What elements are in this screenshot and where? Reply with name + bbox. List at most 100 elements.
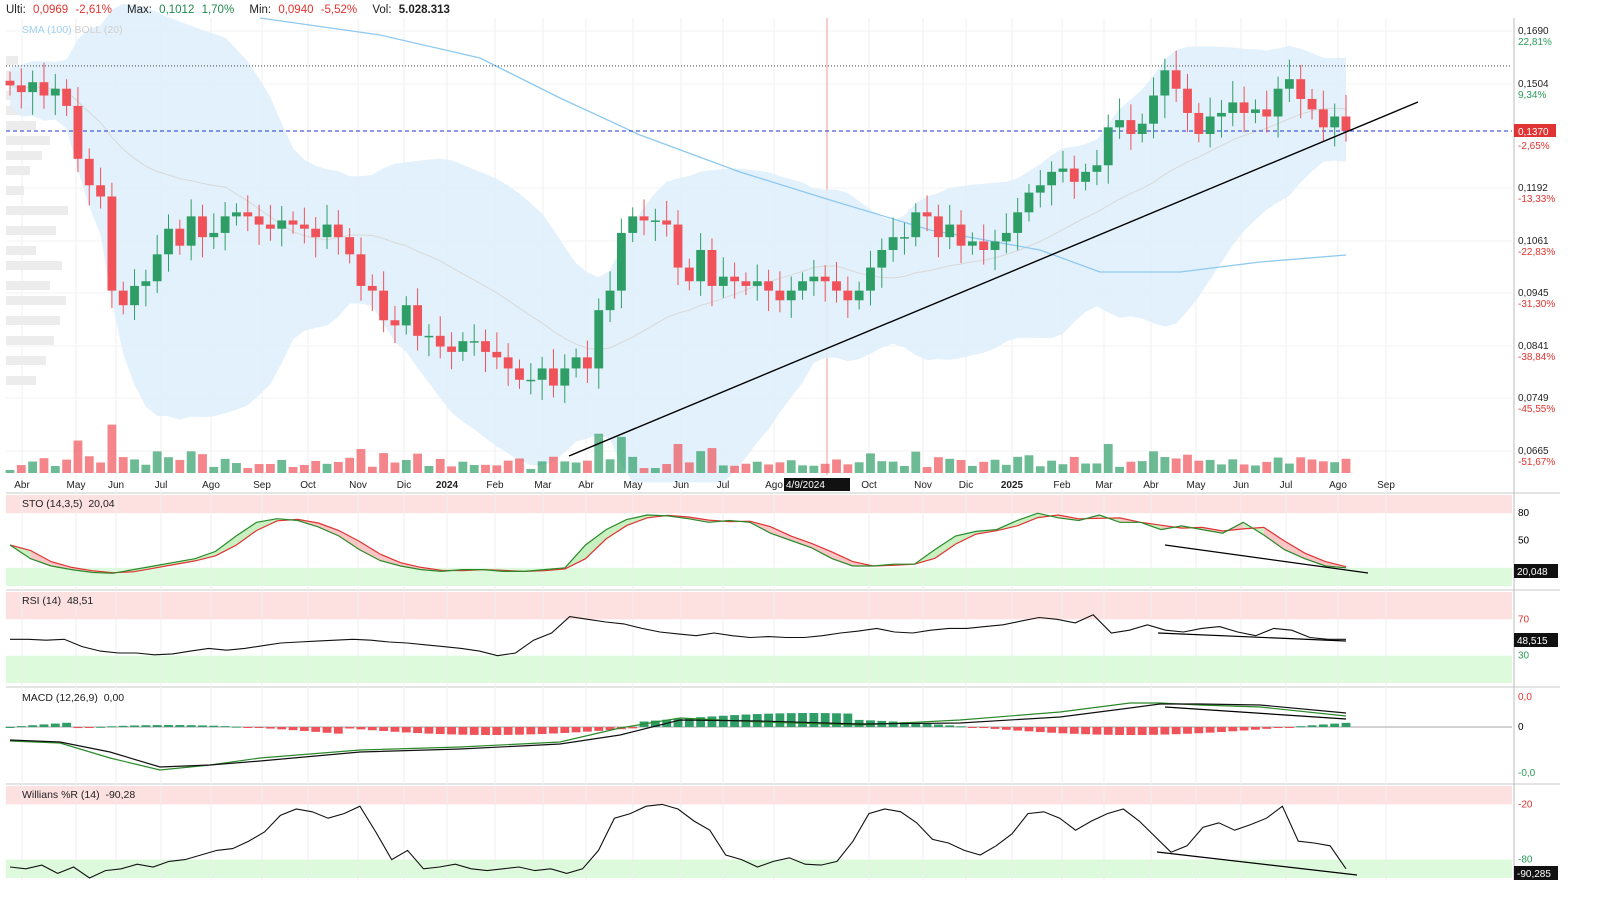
volume-bar	[888, 461, 898, 473]
macd-histogram-bar	[1205, 727, 1215, 733]
macd-histogram-bar	[1251, 727, 1260, 730]
last-change: -2,61%	[75, 4, 112, 16]
candle	[458, 332, 468, 361]
candle	[605, 271, 615, 323]
macd-histogram-bar	[322, 727, 332, 733]
sto-fill	[791, 536, 812, 548]
candle	[152, 234, 162, 294]
volume-bar	[832, 459, 841, 473]
legend-sma: SMA (100) BOLL (20)	[22, 24, 123, 36]
price-tick-label: 0,1192	[1518, 183, 1548, 194]
legend-sma-text: SMA (100)	[22, 24, 72, 36]
volume-profile-bar-12	[6, 261, 62, 270]
candle	[141, 269, 151, 307]
macd-histogram-bar	[265, 727, 275, 729]
candle	[707, 238, 717, 307]
candle-body	[1103, 127, 1113, 166]
x-axis-label: Abr	[1143, 480, 1159, 491]
volume-bar	[311, 460, 321, 473]
candle	[1069, 155, 1079, 199]
candle	[1035, 169, 1045, 208]
macd-histogram-bar	[684, 718, 694, 727]
candle-body	[28, 82, 38, 93]
candle-body	[367, 285, 377, 291]
williams-line	[9, 803, 1347, 879]
candle	[401, 296, 411, 335]
candle	[164, 214, 173, 272]
candle	[1171, 50, 1181, 102]
sto-fill	[1263, 527, 1285, 550]
candle	[62, 79, 72, 117]
volume-bar	[933, 457, 943, 473]
candle-body	[696, 249, 706, 282]
candle	[1103, 114, 1113, 184]
volume-bar	[741, 463, 751, 473]
volume-profile-bar-18	[6, 376, 36, 385]
volume-bar	[616, 436, 626, 473]
volume-profile-bar-17	[6, 356, 46, 365]
candle-body	[458, 341, 468, 352]
volume-bar	[571, 462, 581, 473]
candle-body	[1081, 171, 1091, 182]
candle	[560, 354, 570, 403]
volume-bar	[1137, 461, 1147, 473]
x-axis-label: Oct	[300, 480, 316, 491]
macd-histogram-bar	[990, 727, 1000, 729]
macd-histogram-bar	[39, 724, 49, 727]
vol-label: Vol:	[372, 4, 392, 16]
volume-bar	[198, 454, 207, 473]
volume-bar	[707, 448, 717, 473]
candle-body	[277, 220, 287, 229]
candle	[503, 343, 513, 386]
volume-profile-bar-5	[6, 136, 50, 145]
x-axis-label: Jul	[717, 480, 730, 491]
volume-profile-bar-10	[6, 226, 56, 235]
macd-histogram-bar	[1160, 727, 1170, 735]
candle	[209, 213, 219, 250]
macd-histogram-bar	[390, 727, 400, 732]
macd-histogram-bar	[515, 727, 524, 735]
candle	[322, 204, 332, 250]
candle-body	[401, 305, 411, 326]
macd-histogram-bar	[333, 727, 343, 734]
sto-tick: 50	[1518, 536, 1530, 547]
candle	[526, 363, 536, 395]
sto-fill	[318, 523, 339, 536]
pct-tick-label: -22,83%	[1518, 247, 1555, 258]
candle-body	[594, 310, 604, 369]
macd-tick: 0,0	[1518, 692, 1532, 703]
candle-body	[843, 290, 853, 301]
rsi-title: RSI (14) 48,51	[22, 595, 93, 607]
sto-fill	[338, 530, 360, 550]
candle	[367, 274, 377, 312]
candle-body	[1307, 98, 1317, 110]
candle-body	[1296, 79, 1306, 99]
candle-body	[39, 82, 49, 96]
candle-body	[1024, 192, 1034, 213]
volume-bar	[96, 462, 105, 473]
candle-body	[1137, 123, 1147, 135]
current-price-label: 0,1370	[1518, 127, 1549, 138]
candle	[900, 222, 909, 255]
candle	[786, 276, 796, 318]
volume-bar	[209, 466, 219, 473]
macd-histogram-bar	[1069, 727, 1079, 734]
candle	[1194, 102, 1204, 143]
candle-body	[390, 320, 400, 326]
candle	[1217, 100, 1226, 138]
candle	[594, 298, 604, 389]
macd-histogram-bar	[84, 727, 94, 728]
candle	[764, 269, 773, 312]
candle	[650, 208, 660, 241]
pct-tick-label: -13,33%	[1518, 194, 1555, 205]
candle-body	[798, 281, 807, 291]
candle-body	[220, 216, 230, 233]
macd-histogram-bar	[1126, 727, 1136, 735]
candle-body	[209, 232, 219, 238]
sto-fill	[1284, 540, 1305, 559]
volume-bar	[1239, 464, 1249, 473]
volume-bar	[628, 456, 638, 473]
macd-tick: 0	[1518, 722, 1524, 733]
macd-histogram-bar	[537, 727, 547, 734]
